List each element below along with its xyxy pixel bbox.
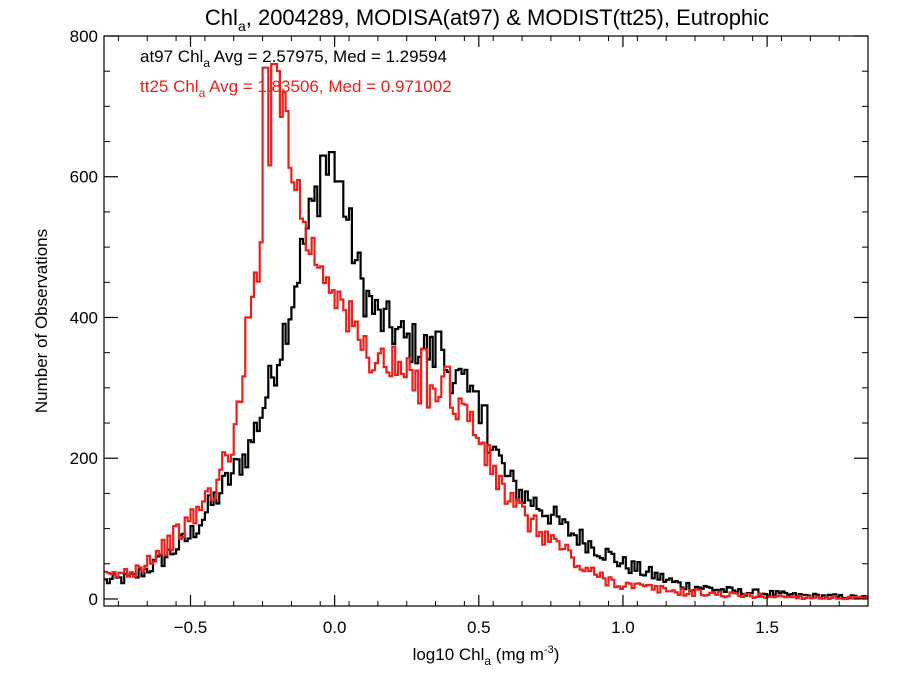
y-tick-label: 400	[70, 308, 98, 327]
y-tick-label: 800	[70, 27, 98, 46]
x-tick-label: 1.5	[755, 618, 779, 637]
y-tick-label: 200	[70, 449, 98, 468]
y-tick-label: 600	[70, 168, 98, 187]
chart: Chla, 2004289, MODISA(at97) & MODIST(tt2…	[0, 0, 900, 675]
legend-annotations: at97 Chla Avg = 2.57975, Med = 1.29594 t…	[140, 47, 452, 100]
x-axis-label: log10 Chla (mg m-3)	[413, 644, 560, 668]
chart-title: Chla, 2004289, MODISA(at97) & MODIST(tt2…	[205, 5, 769, 34]
series-at97-line	[104, 152, 868, 598]
annotation-tt25: tt25 Chla Avg = 1.83506, Med = 0.971002	[140, 77, 452, 100]
series-tt25-line	[104, 64, 868, 599]
series-layer	[104, 64, 868, 599]
y-axis-label: Number of Observations	[32, 229, 51, 413]
annotation-at97: at97 Chla Avg = 2.57975, Med = 1.29594	[140, 47, 447, 70]
x-axis: −0.5 0.0 0.5 1.0 1.5	[118, 36, 839, 637]
plot-frame	[104, 36, 868, 606]
y-tick-label: 0	[89, 590, 98, 609]
x-tick-label: −0.5	[174, 618, 208, 637]
x-tick-label: 0.0	[323, 618, 347, 637]
x-tick-label: 0.5	[467, 618, 491, 637]
x-tick-label: 1.0	[611, 618, 635, 637]
